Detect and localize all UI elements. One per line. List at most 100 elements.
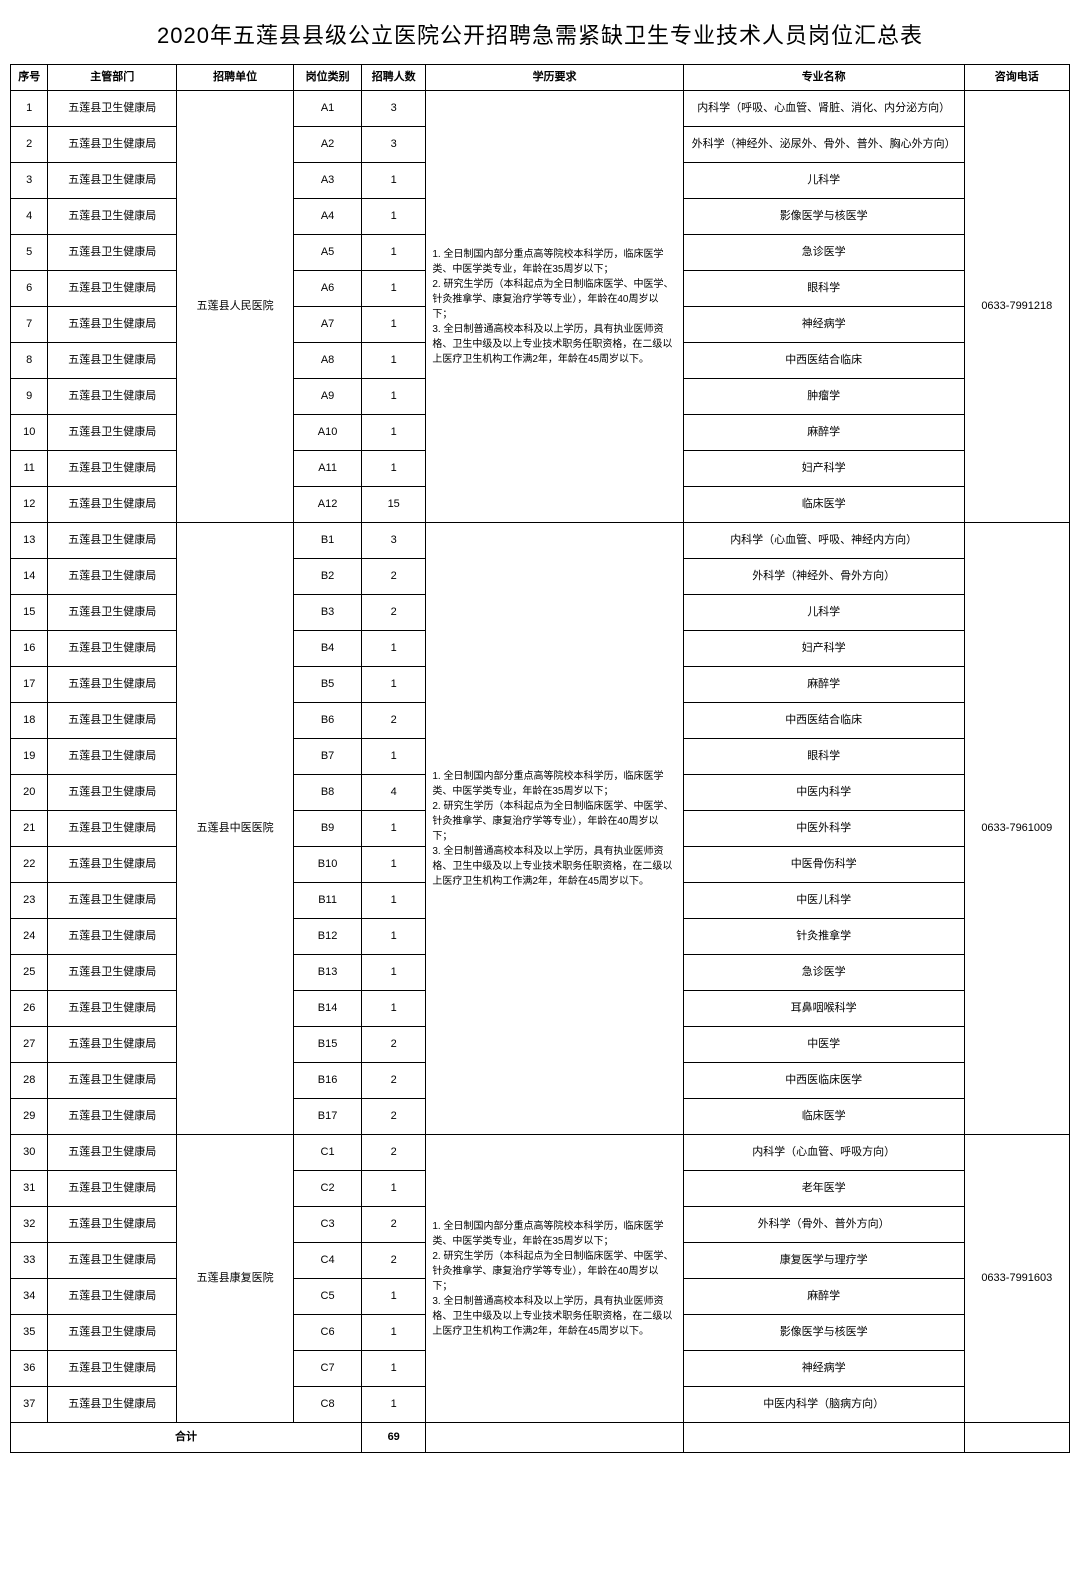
cell-major: 中西医结合临床 <box>683 703 964 739</box>
cell-post: C8 <box>294 1387 362 1423</box>
cell-num: 4 <box>362 775 426 811</box>
cell-num: 1 <box>362 991 426 1027</box>
cell-tel: 0633-7991603 <box>964 1135 1069 1423</box>
cell-num: 1 <box>362 883 426 919</box>
page-title: 2020年五莲县县级公立医院公开招聘急需紧缺卫生专业技术人员岗位汇总表 <box>10 18 1070 50</box>
cell-num: 1 <box>362 667 426 703</box>
cell-seq: 24 <box>11 919 48 955</box>
cell-dept: 五莲县卫生健康局 <box>48 1099 177 1135</box>
cell-seq: 14 <box>11 559 48 595</box>
cell-num: 1 <box>362 415 426 451</box>
cell-post: B15 <box>294 1027 362 1063</box>
cell-dept: 五莲县卫生健康局 <box>48 163 177 199</box>
cell-seq: 33 <box>11 1243 48 1279</box>
cell-post: A4 <box>294 199 362 235</box>
cell-post: A7 <box>294 307 362 343</box>
cell-seq: 1 <box>11 91 48 127</box>
cell-seq: 4 <box>11 199 48 235</box>
cell-post: A10 <box>294 415 362 451</box>
cell-major: 妇产科学 <box>683 631 964 667</box>
cell-dept: 五莲县卫生健康局 <box>48 1243 177 1279</box>
cell-dept: 五莲县卫生健康局 <box>48 235 177 271</box>
cell-post: A11 <box>294 451 362 487</box>
cell-dept: 五莲县卫生健康局 <box>48 199 177 235</box>
cell-seq: 12 <box>11 487 48 523</box>
cell-num: 2 <box>362 595 426 631</box>
cell-num: 1 <box>362 163 426 199</box>
cell-major: 眼科学 <box>683 271 964 307</box>
cell-tel: 0633-7991218 <box>964 91 1069 523</box>
cell-dept: 五莲县卫生健康局 <box>48 1171 177 1207</box>
cell-post: B5 <box>294 667 362 703</box>
cell-post: B2 <box>294 559 362 595</box>
cell-post: C5 <box>294 1279 362 1315</box>
cell-seq: 19 <box>11 739 48 775</box>
cell-post: C2 <box>294 1171 362 1207</box>
cell-dept: 五莲县卫生健康局 <box>48 595 177 631</box>
th-seq: 序号 <box>11 65 48 91</box>
cell-req: 1. 全日制国内部分重点高等院校本科学历，临床医学类、中医学类专业，年龄在35周… <box>426 91 683 523</box>
cell-seq: 21 <box>11 811 48 847</box>
cell-dept: 五莲县卫生健康局 <box>48 1207 177 1243</box>
cell-seq: 31 <box>11 1171 48 1207</box>
cell-major: 神经病学 <box>683 307 964 343</box>
cell-dept: 五莲县卫生健康局 <box>48 1351 177 1387</box>
cell-seq: 36 <box>11 1351 48 1387</box>
th-post: 岗位类别 <box>294 65 362 91</box>
cell-num: 1 <box>362 199 426 235</box>
cell-post: A5 <box>294 235 362 271</box>
cell-num: 3 <box>362 523 426 559</box>
cell-seq: 26 <box>11 991 48 1027</box>
cell-post: B14 <box>294 991 362 1027</box>
cell-num: 1 <box>362 1279 426 1315</box>
cell-num: 15 <box>362 487 426 523</box>
cell-num: 3 <box>362 91 426 127</box>
cell-post: A3 <box>294 163 362 199</box>
cell-post: B4 <box>294 631 362 667</box>
cell-major: 眼科学 <box>683 739 964 775</box>
cell-post: B10 <box>294 847 362 883</box>
cell-seq: 23 <box>11 883 48 919</box>
cell-dept: 五莲县卫生健康局 <box>48 307 177 343</box>
cell-dept: 五莲县卫生健康局 <box>48 811 177 847</box>
cell-seq: 9 <box>11 379 48 415</box>
cell-seq: 30 <box>11 1135 48 1171</box>
cell-num: 1 <box>362 451 426 487</box>
cell-major: 中医外科学 <box>683 811 964 847</box>
cell-seq: 20 <box>11 775 48 811</box>
cell-seq: 34 <box>11 1279 48 1315</box>
cell-dept: 五莲县卫生健康局 <box>48 451 177 487</box>
cell-seq: 25 <box>11 955 48 991</box>
cell-num: 1 <box>362 343 426 379</box>
cell-post: A12 <box>294 487 362 523</box>
cell-post: C6 <box>294 1315 362 1351</box>
cell-seq: 10 <box>11 415 48 451</box>
cell-dept: 五莲县卫生健康局 <box>48 847 177 883</box>
cell-num: 1 <box>362 739 426 775</box>
cell-seq: 15 <box>11 595 48 631</box>
cell-major: 儿科学 <box>683 595 964 631</box>
cell-req: 1. 全日制国内部分重点高等院校本科学历，临床医学类、中医学类专业，年龄在35周… <box>426 1135 683 1423</box>
cell-seq: 17 <box>11 667 48 703</box>
cell-major: 麻醉学 <box>683 667 964 703</box>
cell-dept: 五莲县卫生健康局 <box>48 991 177 1027</box>
cell-seq: 18 <box>11 703 48 739</box>
cell-post: B13 <box>294 955 362 991</box>
footer-blank <box>964 1423 1069 1453</box>
cell-dept: 五莲县卫生健康局 <box>48 1027 177 1063</box>
cell-major: 康复医学与理疗学 <box>683 1243 964 1279</box>
cell-post: C3 <box>294 1207 362 1243</box>
cell-dept: 五莲县卫生健康局 <box>48 271 177 307</box>
cell-dept: 五莲县卫生健康局 <box>48 1063 177 1099</box>
cell-post: A6 <box>294 271 362 307</box>
cell-num: 2 <box>362 1027 426 1063</box>
cell-dept: 五莲县卫生健康局 <box>48 883 177 919</box>
cell-major: 妇产科学 <box>683 451 964 487</box>
cell-dept: 五莲县卫生健康局 <box>48 1279 177 1315</box>
cell-major: 中医骨伤科学 <box>683 847 964 883</box>
cell-post: B7 <box>294 739 362 775</box>
cell-post: A2 <box>294 127 362 163</box>
cell-num: 3 <box>362 127 426 163</box>
cell-major: 神经病学 <box>683 1351 964 1387</box>
cell-post: C7 <box>294 1351 362 1387</box>
